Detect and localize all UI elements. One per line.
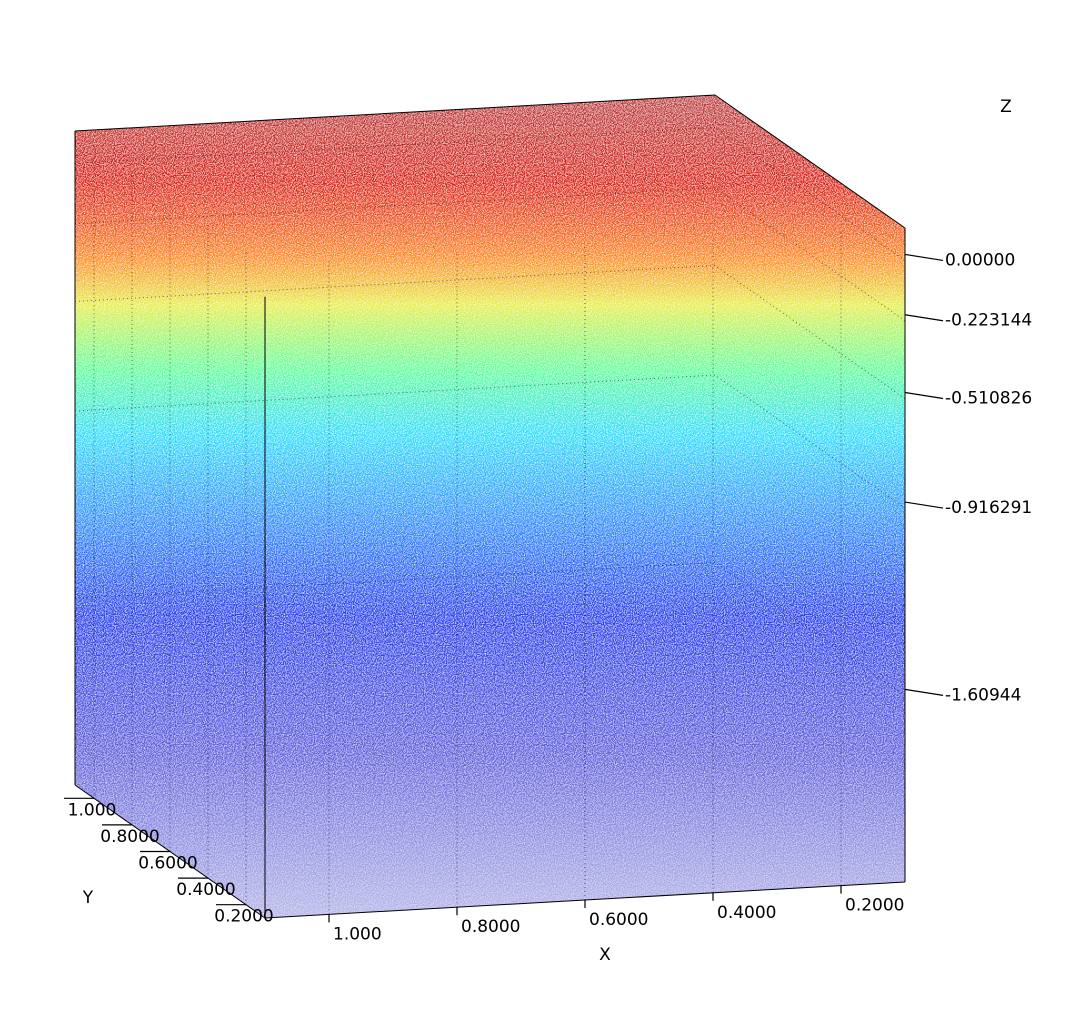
z-tick [904, 391, 944, 400]
point-cloud-fill [75, 95, 905, 918]
z-tick [904, 501, 944, 509]
z-tick-label: -0.223144 [945, 311, 1032, 331]
x-tick-label: 1.000 [333, 924, 382, 944]
z-tick [904, 688, 944, 696]
y-tick-label: 0.8000 [100, 827, 159, 847]
z-tick [904, 253, 944, 262]
y-tick-label: 0.6000 [138, 854, 197, 874]
y-axis-label: Y [82, 888, 94, 908]
y-tick-label: 1.000 [68, 800, 117, 820]
point-cloud [75, 95, 905, 918]
z-axis-label: Z [1000, 97, 1012, 117]
z-tick-label: -0.510826 [945, 388, 1032, 408]
x-axis-label: X [599, 945, 611, 965]
box-edge [714, 94, 906, 229]
z-tick-label: -0.916291 [945, 498, 1032, 518]
box-edge [74, 94, 716, 132]
z-tick [904, 314, 944, 322]
y-tick-label: 0.2000 [214, 907, 273, 927]
x-tick-label: 0.8000 [461, 917, 520, 937]
x-tick-label: 0.2000 [845, 896, 904, 916]
z-tick-label: -1.60944 [945, 685, 1021, 705]
z-tick-label: 0.00000 [945, 250, 1015, 270]
x-tick-label: 0.4000 [717, 903, 776, 923]
y-tick-label: 0.4000 [176, 880, 235, 900]
axes: 1.000 0.8000 0.6000 0.4000 0.2000 1.000 0.8000… [64, 94, 1032, 944]
x-tick-label: 0.6000 [589, 910, 648, 930]
